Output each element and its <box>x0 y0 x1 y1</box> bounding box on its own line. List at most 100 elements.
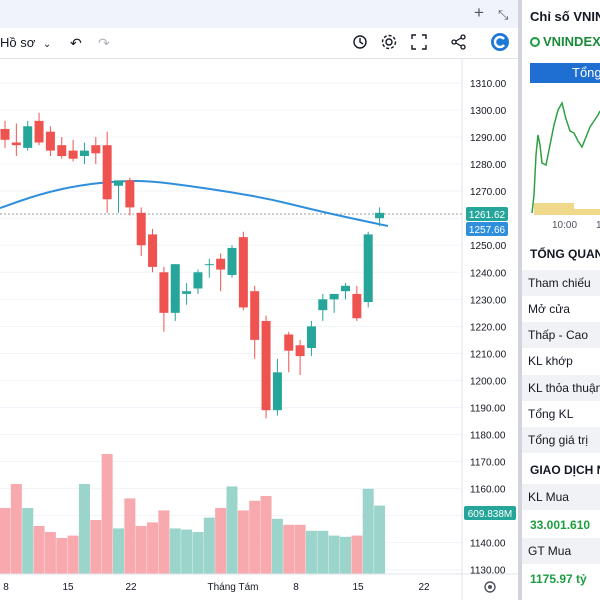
volume-label: 609.838M <box>468 509 512 520</box>
volume-bar <box>147 522 159 574</box>
time-tick-label: 22 <box>125 582 137 593</box>
candle-body <box>23 126 33 148</box>
candlestick-chart[interactable]: 1310.00 1300.00 1290.00 1280.00 1270.00 1250.… <box>0 58 518 600</box>
timer-icon[interactable] <box>352 33 370 55</box>
gear-icon[interactable] <box>380 33 398 55</box>
volume-bar <box>169 528 181 574</box>
share-icon[interactable] <box>450 33 468 55</box>
tab-tong[interactable]: Tổng <box>530 63 600 83</box>
candle-body <box>318 299 328 311</box>
candle-body <box>34 120 44 143</box>
volume-bar <box>294 524 306 574</box>
candle-body <box>79 150 89 157</box>
buy-volume-value: 33.001.610 <box>530 518 591 532</box>
volume-bar <box>226 486 238 574</box>
time-tick-label: 8 <box>3 582 9 593</box>
profile-dropdown[interactable]: Hồ sơ ⌄ <box>0 32 51 54</box>
candle-body <box>295 345 305 357</box>
undo-icon[interactable]: ↶ <box>70 35 82 51</box>
price-tick-label: 1280.00 <box>470 160 507 171</box>
volume-bar <box>10 484 22 574</box>
volume-bar <box>237 510 249 574</box>
volume-bar <box>135 526 147 574</box>
chart-tabbar: + ⤡ <box>0 0 518 29</box>
overview-row: Tổng KL <box>528 407 574 421</box>
c-logo-icon[interactable] <box>490 32 510 54</box>
collapse-arrows-icon[interactable]: ⤡ <box>498 7 509 22</box>
candle-body <box>216 258 226 270</box>
candle-body <box>375 212 385 219</box>
redo-icon[interactable]: ↷ <box>98 35 110 51</box>
volume-bar <box>101 454 113 574</box>
last-price-label: 1261.62 <box>469 210 506 221</box>
volume-bar <box>0 508 11 574</box>
plus-icon[interactable]: + <box>474 3 484 22</box>
overview-row: Mở cửa <box>528 302 570 316</box>
buy-value-value: 1175.97 tỷ <box>530 572 587 586</box>
time-tick-label: Tháng Tám <box>208 582 259 593</box>
volume-bar <box>192 532 204 574</box>
volume-bar <box>44 532 56 574</box>
candle-body <box>68 150 78 159</box>
index-selector[interactable]: VNINDEX <box>530 34 600 49</box>
volume-bar <box>351 535 363 574</box>
price-tick-label: 1310.00 <box>470 79 507 90</box>
volume-bar <box>56 538 68 574</box>
overview-row: Thấp - Cao <box>522 322 600 348</box>
candle-body <box>170 264 180 313</box>
volume-bar <box>33 526 45 574</box>
overview-title: TỔNG QUAN <box>530 247 600 261</box>
volume-bar <box>271 518 283 574</box>
mini-price-line <box>531 101 600 214</box>
overview-row: KL thỏa thuận <box>522 375 600 401</box>
volume-bar <box>249 500 261 574</box>
side-title: Chỉ số VNINDEX <box>530 9 600 24</box>
overview-row: Tham chiếu <box>522 270 600 296</box>
candle-body <box>227 247 237 275</box>
volume-bar <box>328 535 340 574</box>
profile-label: Hồ sơ <box>0 35 36 50</box>
candle-body <box>272 372 282 411</box>
index-name: VNINDEX <box>543 34 600 49</box>
price-tick-label: 1160.00 <box>470 485 506 496</box>
ma-badge: 1257.66 <box>466 222 508 236</box>
buy-volume-label: KL Mua <box>522 484 600 510</box>
settings-gear-icon[interactable] <box>484 581 496 593</box>
candle-body <box>193 272 203 289</box>
candle-body <box>284 334 294 351</box>
overview-row: KL khớp <box>528 354 573 368</box>
candle-body <box>182 291 192 294</box>
candle-body <box>125 180 135 208</box>
time-tick-label: 15 <box>62 582 74 593</box>
overview-row: Tổng giá trị <box>522 427 600 453</box>
volume-bar <box>203 517 215 574</box>
price-tick-label: 1250.00 <box>470 241 507 252</box>
price-tick-label: 1220.00 <box>470 322 507 333</box>
price-scale[interactable]: 1310.00 1300.00 1290.00 1280.00 1270.00 1250.… <box>470 79 507 577</box>
candle-body <box>204 264 214 266</box>
candle-body <box>238 237 248 308</box>
time-scale[interactable]: 8 15 22 Tháng Tám 8 15 22 <box>3 582 430 593</box>
volume-bar <box>215 508 227 574</box>
moving-average-line <box>0 179 389 227</box>
volume-bar <box>374 505 386 574</box>
trade-title: GIAO DỊCH N <box>530 463 600 477</box>
fullscreen-icon[interactable] <box>410 33 428 55</box>
time-tick-label: 22 <box>418 582 430 593</box>
candle-body <box>91 145 101 154</box>
candle-body <box>329 293 339 300</box>
panel-divider[interactable] <box>518 0 522 600</box>
candle-body <box>250 291 260 340</box>
candle-body <box>136 212 146 246</box>
candle-body <box>45 131 55 151</box>
index-status-icon <box>530 36 540 47</box>
price-tick-label: 1180.00 <box>470 431 506 442</box>
volume-bar <box>124 498 136 574</box>
time-tick-label: 8 <box>293 582 299 593</box>
candle-body <box>11 142 21 146</box>
price-tick-label: 1290.00 <box>470 133 507 144</box>
volume-bar <box>317 530 329 574</box>
volume-bar <box>158 510 170 574</box>
candle-body <box>102 145 112 200</box>
candle-body <box>114 180 123 186</box>
